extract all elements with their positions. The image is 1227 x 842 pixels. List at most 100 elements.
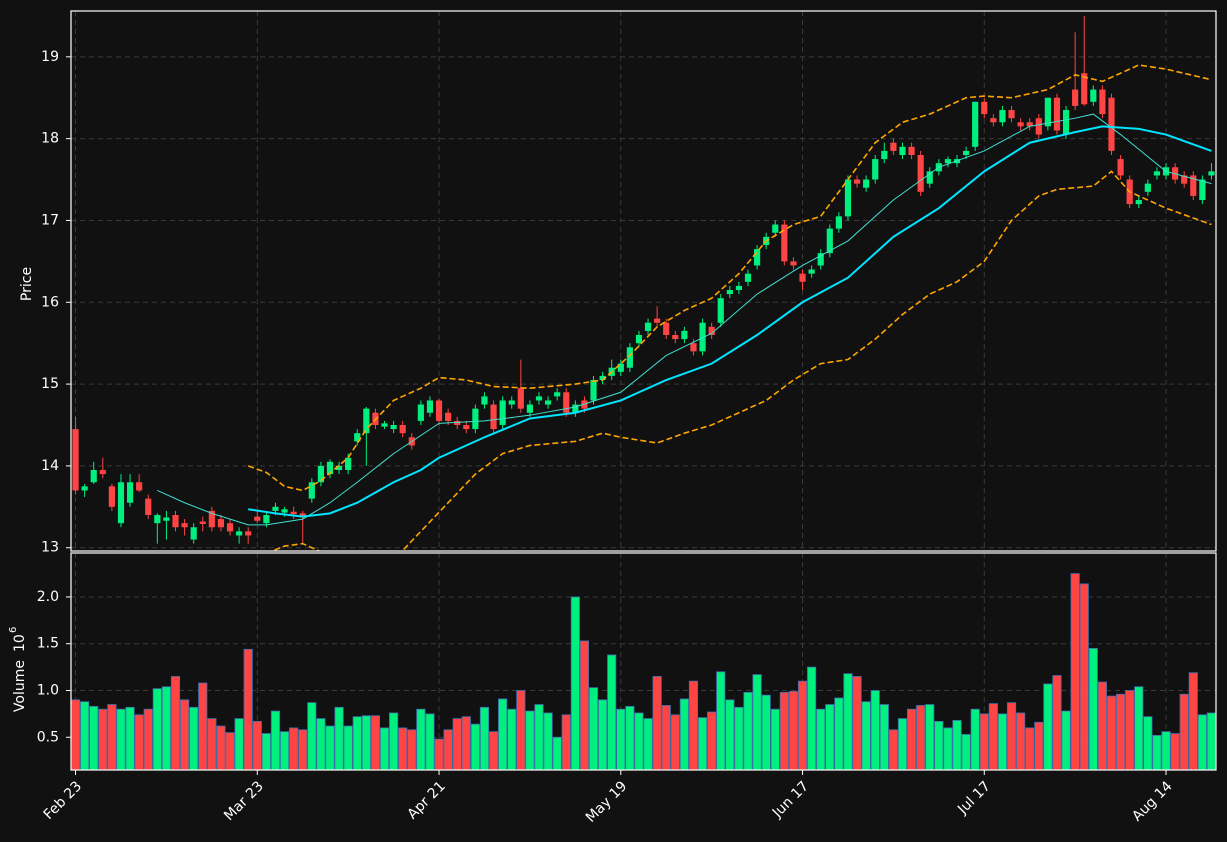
candle-body	[90, 470, 97, 483]
volume-bar	[906, 708, 917, 770]
candle-body	[335, 465, 343, 470]
y-tick-label: 13	[41, 540, 59, 556]
volume-bar	[80, 701, 90, 770]
candle-body	[781, 224, 788, 262]
volume-bar	[934, 720, 944, 770]
candle-body	[535, 396, 543, 401]
volume-y-tick-label: 0.5	[37, 729, 59, 745]
candle-body	[681, 330, 688, 340]
candle-body	[863, 179, 870, 188]
volume-bar	[479, 706, 490, 770]
volume-bar	[134, 714, 144, 770]
volume-bar	[298, 729, 308, 770]
volume-bar	[452, 718, 462, 770]
volume-multiplier-power: 6	[8, 627, 19, 633]
candle-body	[390, 425, 397, 430]
volume-bar	[1188, 672, 1198, 770]
candle-body	[626, 347, 633, 368]
volume-bar	[252, 720, 262, 770]
candle-body	[163, 517, 170, 521]
volume-bar	[761, 694, 771, 770]
candle-body	[1090, 89, 1097, 102]
volume-bar	[661, 705, 671, 770]
volume-bar	[361, 715, 371, 770]
candle-body	[563, 392, 570, 413]
candle-body	[544, 400, 552, 405]
candle-body	[508, 400, 515, 405]
candle-body	[708, 326, 715, 335]
volume-bar	[1143, 716, 1153, 770]
candle-body	[853, 179, 861, 184]
volume-bar	[1097, 681, 1107, 770]
candle-body	[245, 531, 252, 536]
candle-body	[1008, 110, 1015, 119]
volume-bar	[243, 648, 253, 770]
candle-body	[236, 531, 243, 536]
volume-bar	[725, 699, 735, 770]
candle-body	[917, 155, 924, 192]
candle-body	[726, 290, 733, 295]
volume-bar	[643, 718, 653, 770]
volume-layer	[71, 573, 1216, 770]
volume-bar	[270, 710, 281, 770]
volume-bar	[943, 727, 953, 770]
y-tick-label: 15	[41, 376, 59, 392]
volume-bar	[116, 708, 126, 770]
candle-body	[263, 515, 270, 524]
volume-bar	[325, 725, 335, 770]
candle-body	[926, 171, 933, 184]
volume-bar	[261, 733, 271, 770]
volume-bar	[425, 713, 435, 770]
candle-body	[599, 375, 606, 380]
volume-bar	[788, 691, 799, 770]
volume-bar	[180, 699, 190, 770]
candle-body	[363, 408, 370, 434]
volume-bar	[125, 706, 135, 770]
candle-body	[154, 515, 161, 524]
volume-bar	[1161, 731, 1171, 770]
volume-bar	[434, 738, 444, 770]
candle-body	[663, 322, 670, 335]
volume-bar	[1152, 734, 1162, 770]
volume-bar	[1106, 695, 1117, 770]
volume-bar	[534, 704, 544, 770]
candle-body	[826, 228, 833, 254]
candle-body	[1035, 118, 1042, 135]
volume-bar	[161, 686, 171, 770]
volume-bar	[461, 716, 471, 770]
indicator-line	[157, 113, 1212, 526]
volume-bar	[752, 674, 762, 770]
y-tick-label: 16	[41, 294, 59, 310]
volume-bar	[1197, 714, 1207, 770]
volume-bar	[579, 640, 590, 770]
candle-body	[99, 470, 106, 475]
candle-body	[654, 318, 661, 323]
volume-bar	[198, 682, 208, 770]
candle-body	[217, 519, 225, 528]
candle-body	[1044, 97, 1051, 127]
candle-body	[81, 486, 88, 491]
candle-body	[835, 216, 842, 229]
candle-body	[1153, 171, 1161, 176]
candle-body	[417, 404, 424, 421]
candle-body	[972, 101, 979, 147]
volume-bar	[279, 731, 290, 770]
candle-body	[308, 482, 315, 499]
volume-bar	[561, 714, 571, 770]
candle-body	[908, 146, 915, 155]
candle-body	[1081, 73, 1088, 105]
volume-bar	[1125, 690, 1135, 770]
volume-bar	[634, 712, 644, 770]
candle-body	[145, 498, 152, 515]
price-frame	[70, 10, 1217, 552]
volume-bar	[870, 690, 880, 770]
candle-body	[172, 515, 179, 528]
candle-body	[963, 150, 970, 155]
price-axis-label: Price	[19, 267, 35, 301]
volume-bar	[1079, 583, 1089, 770]
volume-bar	[879, 704, 889, 770]
candle-body	[290, 511, 297, 515]
volume-bar	[416, 708, 426, 770]
candle-body	[799, 273, 806, 282]
